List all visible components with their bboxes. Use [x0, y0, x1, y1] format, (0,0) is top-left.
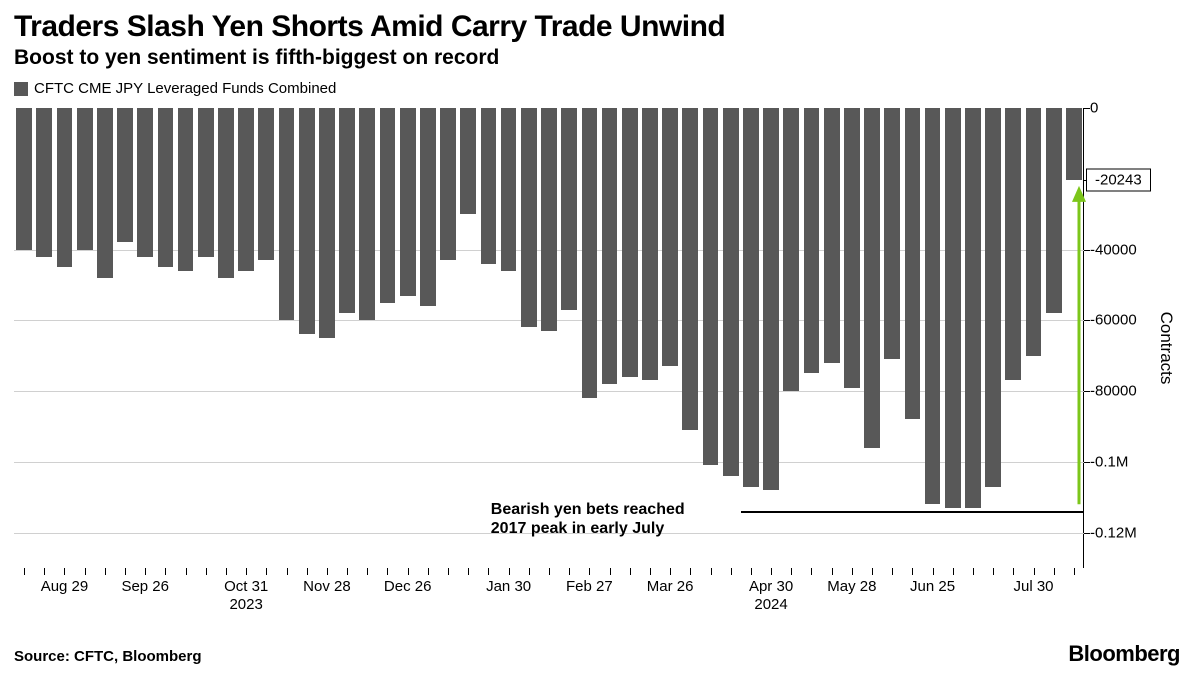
bar	[420, 108, 436, 306]
bar	[36, 108, 52, 257]
bar	[319, 108, 335, 338]
y-axis-title: Contracts	[1156, 312, 1176, 385]
annotation-line	[741, 511, 1084, 513]
bar	[884, 108, 900, 359]
x-tick-label: Dec 26	[384, 578, 432, 595]
x-year-label: 2023	[229, 596, 262, 613]
gridline	[14, 391, 1084, 392]
legend-label: CFTC CME JPY Leveraged Funds Combined	[34, 80, 336, 97]
bar	[642, 108, 658, 380]
bar	[622, 108, 638, 377]
bar	[1046, 108, 1062, 313]
bar	[299, 108, 315, 334]
y-tick-label: -80000	[1090, 383, 1137, 400]
bar	[723, 108, 739, 476]
legend: CFTC CME JPY Leveraged Funds Combined	[0, 76, 1200, 97]
bar	[97, 108, 113, 278]
bar	[602, 108, 618, 384]
bar	[864, 108, 880, 448]
y-tick-label: -40000	[1090, 241, 1137, 258]
bar	[198, 108, 214, 257]
x-tick-label: Jan 30	[486, 578, 531, 595]
bar	[380, 108, 396, 303]
bar	[481, 108, 497, 264]
y-tick-label: -0.12M	[1090, 524, 1137, 541]
bar	[238, 108, 254, 271]
x-tick-label: May 28	[827, 578, 876, 595]
y-tick-label: -60000	[1090, 312, 1137, 329]
bar	[158, 108, 174, 267]
bar	[824, 108, 840, 363]
bar	[1005, 108, 1021, 380]
bar	[743, 108, 759, 487]
annotation-text: Bearish yen bets reached2017 peak in ear…	[491, 501, 685, 538]
gridline	[14, 462, 1084, 463]
bar	[804, 108, 820, 373]
bar	[339, 108, 355, 313]
bar	[945, 108, 961, 508]
bar	[703, 108, 719, 465]
bar	[400, 108, 416, 296]
bar	[905, 108, 921, 419]
bar	[763, 108, 779, 490]
bar	[258, 108, 274, 260]
bar	[57, 108, 73, 267]
bar	[178, 108, 194, 271]
x-tick-label: Oct 31	[224, 578, 268, 595]
bar	[521, 108, 537, 327]
bar	[501, 108, 517, 271]
bar	[279, 108, 295, 320]
x-tick-label: Mar 26	[647, 578, 694, 595]
source-text: Source: CFTC, Bloomberg	[14, 648, 202, 665]
bar	[925, 108, 941, 504]
plot-region: Bearish yen bets reached2017 peak in ear…	[14, 108, 1084, 568]
bar	[844, 108, 860, 388]
bar	[965, 108, 981, 508]
chart-subtitle: Boost to yen sentiment is fifth-biggest …	[0, 44, 1200, 76]
bar	[985, 108, 1001, 487]
bar	[117, 108, 133, 242]
x-tick-label: Jul 30	[1014, 578, 1054, 595]
chart-title: Traders Slash Yen Shorts Amid Carry Trad…	[0, 0, 1200, 44]
bar	[1026, 108, 1042, 356]
y-tick-label: 0	[1090, 100, 1098, 117]
x-tick-label: Nov 28	[303, 578, 351, 595]
x-tick-label: Sep 26	[121, 578, 169, 595]
bar	[662, 108, 678, 366]
bar	[440, 108, 456, 260]
bar	[783, 108, 799, 391]
bar	[137, 108, 153, 257]
chart-area: Bearish yen bets reached2017 peak in ear…	[14, 108, 1186, 608]
bar	[218, 108, 234, 278]
x-tick-label: Feb 27	[566, 578, 613, 595]
bar	[682, 108, 698, 430]
bar	[359, 108, 375, 320]
x-year-label: 2024	[754, 596, 787, 613]
bar	[561, 108, 577, 310]
x-tick-label: Aug 29	[41, 578, 89, 595]
bar	[541, 108, 557, 331]
bar	[460, 108, 476, 214]
x-tick-label: Jun 25	[910, 578, 955, 595]
bar	[582, 108, 598, 398]
y-tick-label: -0.1M	[1090, 453, 1128, 470]
x-tick-label: Apr 30	[749, 578, 793, 595]
bar	[16, 108, 32, 250]
bar	[77, 108, 93, 250]
y-callout-label: -20243	[1086, 168, 1151, 191]
brand-logo: Bloomberg	[1068, 641, 1180, 667]
legend-swatch	[14, 82, 28, 96]
